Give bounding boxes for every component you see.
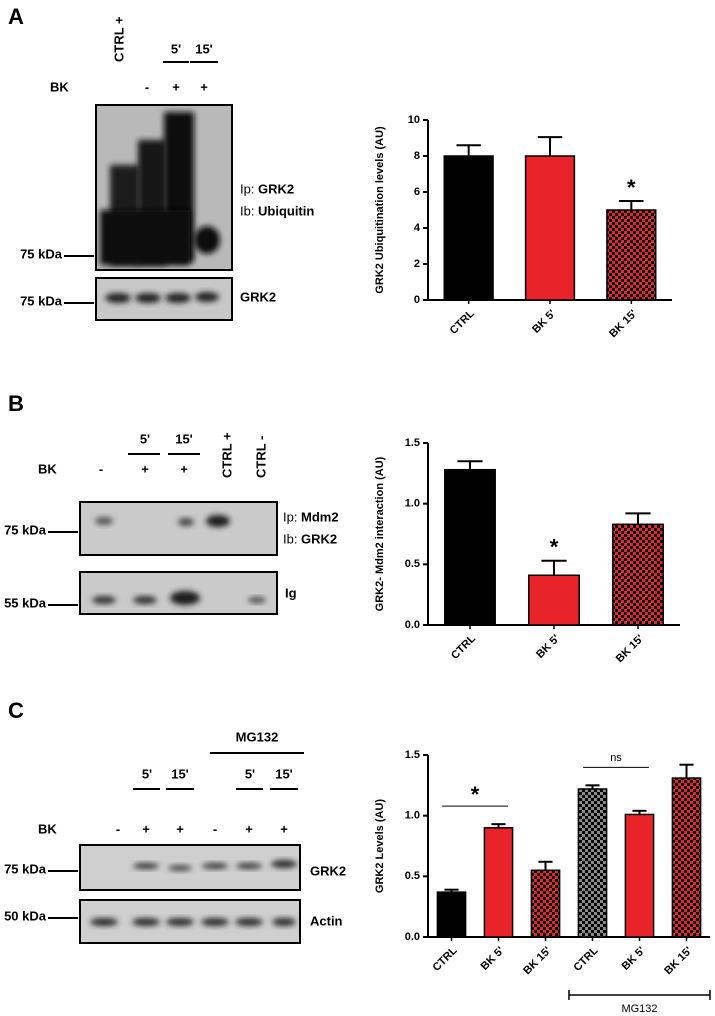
- marker-label: 75 kDa: [20, 246, 63, 261]
- bar: [612, 523, 664, 626]
- bar: [483, 827, 514, 938]
- y-tick-label: 1.5: [405, 437, 420, 449]
- x-tick-label: BK 5': [479, 944, 507, 972]
- sign: +: [200, 79, 208, 94]
- group-label: MG132: [621, 1003, 657, 1015]
- blot-label: Ip:: [240, 181, 254, 196]
- sign: +: [176, 821, 184, 836]
- x-tick-label: BK 15': [614, 632, 647, 665]
- x-tick-label: BK 5': [534, 632, 562, 660]
- treatment-label: BK: [38, 461, 57, 476]
- marker-label: 75 kDa: [20, 293, 63, 308]
- lane-label: CTRL +: [219, 432, 234, 478]
- blot: [79, 844, 301, 944]
- x-tick-label: CTRL: [430, 944, 459, 973]
- x-tick-label: CTRL: [449, 632, 478, 661]
- significance-label: ns: [610, 752, 622, 764]
- time-label: 5': [142, 766, 152, 781]
- y-tick-label: 6: [414, 186, 420, 198]
- x-tick-label: BK 5': [620, 944, 648, 972]
- bar: [530, 869, 561, 938]
- bar: [577, 788, 608, 938]
- sign: +: [245, 821, 253, 836]
- sign: +: [280, 821, 288, 836]
- group-label: MG132: [236, 729, 279, 744]
- bar: [528, 574, 580, 626]
- y-tick-label: 0: [414, 294, 420, 306]
- bar: [606, 209, 657, 301]
- sign: +: [172, 79, 180, 94]
- x-tick-label: BK 15': [607, 307, 640, 340]
- bar: [436, 891, 467, 938]
- bar: [671, 777, 702, 938]
- blot-label: Ig: [285, 585, 297, 600]
- blot-label: GRK2: [258, 181, 294, 196]
- time-label: 15': [171, 766, 189, 781]
- marker-label: 50 kDa: [4, 908, 47, 923]
- treatment-label: BK: [38, 821, 57, 836]
- marker-label: 75 kDa: [4, 861, 47, 876]
- time-label: 15': [195, 41, 213, 56]
- sign: +: [180, 461, 188, 476]
- y-tick-label: 0.5: [405, 870, 420, 882]
- blot-label: GRK2: [301, 531, 337, 546]
- blot-label: Actin: [310, 913, 343, 928]
- bar: [443, 155, 494, 301]
- panel-letter: A: [8, 4, 24, 29]
- y-axis-label: GRK2 Levels (AU): [374, 799, 386, 893]
- x-tick-label: BK 15': [521, 944, 554, 977]
- x-tick-label: BK 15': [662, 944, 695, 977]
- sign: -: [145, 79, 149, 94]
- panel-letter: C: [8, 698, 24, 723]
- lane-label: CTRL -: [253, 436, 268, 478]
- significance-label: *: [550, 535, 559, 560]
- bar: [524, 155, 576, 301]
- y-tick-label: 1.0: [405, 810, 420, 822]
- significance-label: *: [471, 782, 480, 807]
- panel-letter: B: [8, 391, 24, 416]
- y-axis-label: GRK2 Ubiquitination levels (AU): [374, 126, 386, 294]
- y-tick-label: 0.5: [405, 558, 420, 570]
- y-axis-label: GRK2- Mdm2 interaction (AU): [374, 456, 386, 611]
- marker-label: 75 kDa: [4, 522, 47, 537]
- y-tick-label: 8: [414, 150, 420, 162]
- marker-label: 55 kDa: [4, 595, 47, 610]
- y-tick-label: 2: [414, 258, 420, 270]
- bar: [624, 813, 655, 938]
- time-label: 5': [245, 766, 255, 781]
- blot-label: GRK2: [240, 289, 276, 304]
- bar: [444, 468, 496, 626]
- sign: +: [142, 821, 150, 836]
- sign: -: [116, 821, 120, 836]
- y-tick-label: 10: [408, 114, 420, 126]
- blot: [79, 501, 278, 615]
- time-label: 5': [171, 41, 181, 56]
- y-tick-label: 0.0: [405, 931, 420, 943]
- y-tick-label: 0.0: [405, 619, 420, 631]
- blot-label: Ip:: [283, 509, 297, 524]
- time-label: 15': [275, 766, 293, 781]
- sign: -: [99, 461, 103, 476]
- x-tick-label: CTRL: [448, 307, 477, 336]
- y-tick-label: 1.5: [405, 749, 420, 761]
- y-tick-label: 4: [414, 222, 421, 234]
- x-tick-label: CTRL: [571, 944, 600, 973]
- blot-label: Ib:: [240, 203, 254, 218]
- y-tick-label: 1.0: [405, 498, 420, 510]
- blot-label: Mdm2: [301, 509, 339, 524]
- treatment-label: BK: [50, 79, 69, 94]
- sign: +: [141, 461, 149, 476]
- lane-label: CTRL +: [111, 16, 126, 62]
- x-tick-label: BK 5': [530, 307, 558, 335]
- sign: -: [213, 821, 217, 836]
- blot: [95, 104, 233, 321]
- blot-label: Ib:: [283, 531, 297, 546]
- significance-label: *: [627, 175, 636, 200]
- blot-label: Ubiquitin: [258, 203, 314, 218]
- time-label: 15': [175, 431, 193, 446]
- time-label: 5': [140, 431, 150, 446]
- blot-label: GRK2: [310, 863, 346, 878]
